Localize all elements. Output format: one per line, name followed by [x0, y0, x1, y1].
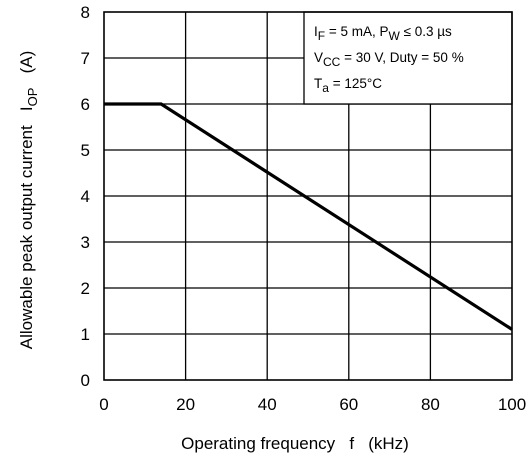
- y-axis-title-main: Allowable peak output current I: [17, 106, 36, 349]
- condition-text: T: [314, 76, 322, 91]
- x-tick-label: 60: [339, 395, 358, 414]
- series-line: [104, 102, 513, 331]
- y-tick-labels: 0 1 2 3 4 5 6 7 8: [81, 3, 90, 390]
- y-tick-label: 7: [81, 49, 90, 68]
- condition-text: I: [314, 24, 318, 39]
- condition-text: = 5 mA, P: [325, 24, 388, 39]
- condition-box: IF = 5 mA, PW ≤ 0.3 µs VCC = 30 V, Duty =…: [303, 11, 513, 105]
- condition-text: V: [314, 50, 323, 65]
- x-tick-label: 80: [421, 395, 440, 414]
- condition-text: F: [318, 29, 325, 43]
- condition-line: Ta = 125°C: [314, 76, 382, 95]
- condition-text: CC: [323, 55, 341, 69]
- series-layer: [104, 102, 513, 331]
- x-tick-labels: 0 20 40 60 80 100: [99, 395, 526, 414]
- condition-text: ≤ 0.3 µs: [400, 24, 452, 39]
- y-tick-label: 0: [81, 371, 90, 390]
- condition-text: = 30 V, Duty = 50 %: [340, 50, 463, 65]
- condition-line: IF = 5 mA, PW ≤ 0.3 µs: [314, 24, 452, 43]
- y-axis-title-sub: OP: [25, 88, 40, 107]
- condition-text: W: [389, 29, 401, 43]
- x-tick-label: 40: [258, 395, 277, 414]
- x-tick-label: 0: [99, 395, 108, 414]
- y-tick-label: 8: [81, 3, 90, 22]
- condition-text: = 125°C: [329, 76, 382, 91]
- x-tick-label: 100: [498, 395, 526, 414]
- x-tick-label: 20: [176, 395, 195, 414]
- x-axis-title: Operating frequency f (kHz): [181, 434, 409, 453]
- y-tick-label: 2: [81, 279, 90, 298]
- y-tick-label: 5: [81, 141, 90, 160]
- condition-box-frame: [303, 11, 513, 105]
- y-tick-label: 6: [81, 95, 90, 114]
- condition-line: VCC = 30 V, Duty = 50 %: [314, 50, 464, 69]
- condition-text: a: [322, 81, 329, 95]
- plot-frame: [103, 11, 513, 381]
- y-axis-title-unit: (A): [17, 51, 36, 88]
- y-tick-label: 4: [81, 187, 90, 206]
- y-tick-label: 1: [81, 325, 90, 344]
- y-axis-title: Allowable peak output current IOP (A): [17, 51, 40, 350]
- y-tick-label: 3: [81, 233, 90, 252]
